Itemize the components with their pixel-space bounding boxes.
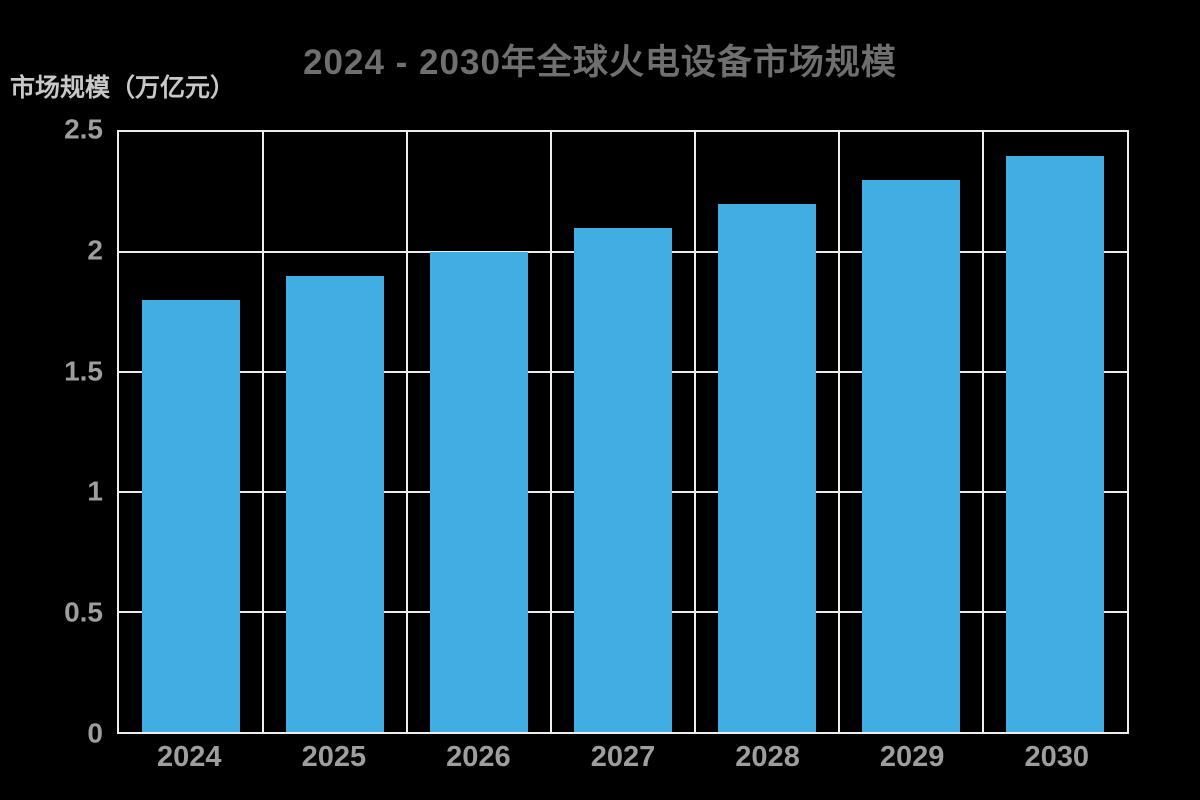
bar bbox=[574, 228, 672, 732]
y-tick-label: 1.5 bbox=[64, 354, 103, 386]
bar bbox=[718, 204, 816, 732]
y-axis-title: 市场规模（万亿元） bbox=[10, 74, 236, 102]
vertical-gridline bbox=[694, 132, 696, 732]
x-tick-label: 2028 bbox=[735, 741, 800, 773]
vertical-gridline bbox=[838, 132, 840, 732]
chart-title: 2024 - 2030年全球火电设备市场规模 bbox=[303, 43, 897, 82]
bar bbox=[1006, 156, 1104, 732]
x-tick-label: 2024 bbox=[157, 741, 222, 773]
plot-area bbox=[117, 130, 1129, 734]
bar bbox=[286, 276, 384, 732]
y-tick-label: 2.5 bbox=[64, 113, 103, 145]
x-tick-label: 2025 bbox=[301, 741, 367, 773]
vertical-gridline bbox=[406, 132, 408, 732]
y-tick-label: 0 bbox=[87, 717, 103, 749]
y-tick-label: 0.5 bbox=[64, 596, 103, 628]
bar bbox=[142, 300, 240, 732]
vertical-gridline bbox=[262, 132, 264, 732]
x-tick-label: 2027 bbox=[590, 741, 656, 773]
y-tick-label: 1 bbox=[87, 475, 103, 507]
vertical-gridline bbox=[550, 132, 552, 732]
bar bbox=[862, 180, 960, 732]
y-tick-label: 2 bbox=[87, 234, 103, 266]
vertical-gridline bbox=[982, 132, 984, 732]
x-tick-label: 2026 bbox=[446, 741, 511, 773]
y-axis-tick-labels: 0 0.5 1 1.5 2 2.5 bbox=[0, 113, 103, 748]
x-tick-label: 2030 bbox=[1024, 741, 1089, 773]
bar bbox=[430, 252, 528, 732]
x-axis-tick-labels: 2024 2025 2026 2027 2028 2029 2030 bbox=[117, 741, 1129, 781]
x-tick-label: 2029 bbox=[879, 741, 945, 773]
